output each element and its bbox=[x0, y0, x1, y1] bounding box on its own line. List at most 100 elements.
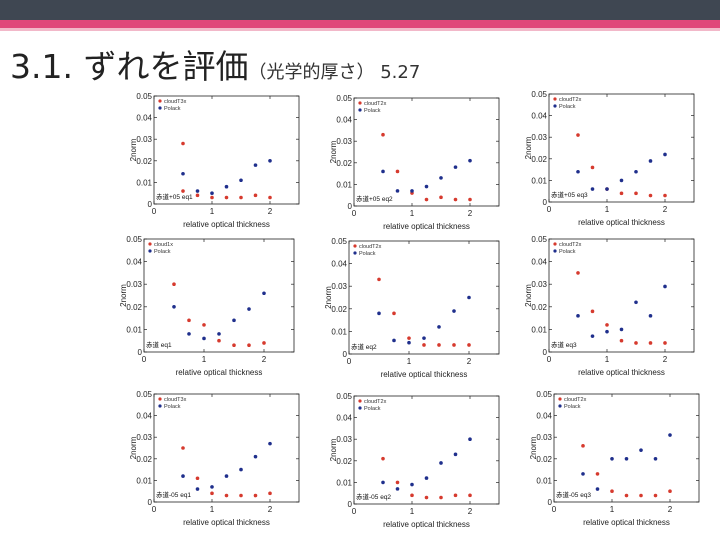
data-point-red bbox=[181, 189, 185, 193]
data-point-blue bbox=[453, 452, 458, 457]
y-tick-label: 0.01 bbox=[126, 325, 142, 334]
y-tick-label: 0.03 bbox=[136, 135, 152, 144]
header-light-band bbox=[0, 28, 720, 31]
data-point-red bbox=[634, 341, 638, 345]
data-point-red bbox=[581, 444, 585, 448]
scatter-plot-svg: 0 0.01 0.02 0.03 0.04 0.05 0 1 2 relative optical… bbox=[129, 390, 300, 527]
y-tick-label: 0.04 bbox=[336, 116, 352, 125]
x-tick-label: 1 bbox=[202, 355, 207, 364]
legend-entry: Polack bbox=[559, 249, 576, 255]
data-point-blue bbox=[217, 332, 221, 336]
chart-panel-4: 0 0.01 0.02 0.03 0.04 0.05 0 1 2 relative optical… bbox=[118, 233, 298, 378]
data-point-blue bbox=[181, 474, 185, 478]
legend-entry: Polack bbox=[164, 404, 181, 410]
scatter-plot-svg: 0 0.01 0.02 0.03 0.04 0.05 0 1 2 relative optical… bbox=[119, 235, 295, 377]
data-point-red bbox=[595, 472, 600, 476]
data-point-red bbox=[262, 341, 266, 345]
data-point-blue bbox=[619, 178, 624, 183]
data-point-blue bbox=[468, 437, 472, 441]
y-tick-label: 0 bbox=[348, 500, 353, 509]
data-point-blue bbox=[202, 336, 206, 341]
plot-frame bbox=[348, 240, 500, 355]
y-tick-label: 0 bbox=[138, 348, 143, 357]
y-tick-label: 0.04 bbox=[136, 412, 152, 421]
data-point-blue bbox=[619, 327, 624, 332]
data-point-blue bbox=[247, 307, 251, 311]
data-point-blue bbox=[668, 433, 672, 437]
y-tick-label: 0.01 bbox=[336, 180, 352, 189]
data-point-blue bbox=[239, 178, 243, 183]
legend-marker bbox=[558, 397, 562, 401]
y-tick-label: 0.05 bbox=[136, 92, 152, 101]
data-point-blue bbox=[634, 300, 638, 305]
y-tick-label: 0 bbox=[348, 202, 353, 211]
legend-entry: cloudT2x bbox=[364, 399, 387, 405]
data-point-blue bbox=[224, 474, 229, 478]
data-point-red bbox=[653, 493, 658, 498]
legend-marker bbox=[358, 406, 362, 410]
y-tick-label: 0.04 bbox=[126, 258, 142, 267]
chart-panel-5: 0 0.01 0.02 0.03 0.04 0.05 0 1 2 relative optical… bbox=[323, 235, 503, 380]
data-point-blue bbox=[381, 169, 385, 174]
data-point-red bbox=[663, 341, 667, 345]
y-tick-label: 0.04 bbox=[336, 414, 352, 423]
panel-label: 赤道-05 eq2 bbox=[356, 492, 391, 501]
data-point-red bbox=[210, 491, 214, 496]
data-point-red bbox=[648, 193, 653, 198]
data-point-blue bbox=[210, 191, 214, 195]
chart-panel-6: 0 0.01 0.02 0.03 0.04 0.05 0 1 2 relative optical… bbox=[523, 233, 698, 378]
x-tick-label: 0 bbox=[347, 357, 352, 366]
data-point-blue bbox=[576, 169, 580, 174]
data-point-red bbox=[453, 197, 458, 202]
x-axis-label: relative optical thickness bbox=[383, 222, 470, 231]
data-point-blue bbox=[468, 158, 472, 163]
legend-marker bbox=[558, 404, 562, 408]
data-point-red bbox=[217, 338, 221, 343]
legend-marker bbox=[358, 399, 362, 403]
y-tick-label: 0.05 bbox=[531, 90, 547, 99]
y-axis-label: 2norm bbox=[129, 138, 138, 161]
y-tick-label: 0.01 bbox=[536, 476, 552, 485]
y-tick-label: 0 bbox=[548, 498, 553, 507]
x-tick-label: 1 bbox=[210, 207, 215, 216]
data-point-blue bbox=[634, 169, 638, 174]
y-tick-label: 0.02 bbox=[531, 303, 547, 312]
y-tick-label: 0.01 bbox=[136, 476, 152, 485]
data-point-red bbox=[610, 489, 614, 493]
plot-frame bbox=[353, 395, 500, 505]
data-point-red bbox=[668, 489, 672, 493]
x-axis-label: relative optical thickness bbox=[578, 218, 665, 227]
data-point-blue bbox=[410, 482, 414, 487]
data-point-blue bbox=[624, 457, 629, 461]
data-point-blue bbox=[648, 314, 653, 318]
y-tick-label: 0.02 bbox=[136, 157, 152, 166]
data-point-red bbox=[195, 476, 200, 481]
data-point-red bbox=[202, 323, 206, 327]
data-point-blue bbox=[410, 189, 414, 193]
x-tick-label: 2 bbox=[663, 355, 668, 364]
data-point-blue bbox=[605, 187, 609, 191]
data-point-blue bbox=[422, 336, 426, 340]
x-tick-label: 2 bbox=[468, 209, 473, 218]
data-point-blue bbox=[253, 163, 258, 167]
data-point-red bbox=[424, 197, 429, 202]
y-tick-label: 0.03 bbox=[331, 282, 347, 291]
x-tick-label: 1 bbox=[610, 505, 615, 514]
data-point-blue bbox=[395, 189, 400, 193]
y-tick-label: 0 bbox=[343, 350, 348, 359]
y-tick-label: 0.03 bbox=[531, 133, 547, 142]
data-point-blue bbox=[590, 334, 595, 338]
data-point-red bbox=[422, 343, 426, 347]
data-point-red bbox=[639, 493, 643, 498]
data-point-red bbox=[663, 193, 667, 198]
data-point-red bbox=[268, 491, 272, 496]
y-axis-label: 2norm bbox=[524, 136, 533, 159]
data-point-red bbox=[424, 495, 429, 500]
x-tick-label: 0 bbox=[352, 507, 357, 516]
x-tick-label: 2 bbox=[668, 505, 673, 514]
x-tick-label: 1 bbox=[210, 505, 215, 514]
legend-marker bbox=[148, 249, 152, 253]
y-tick-label: 0.02 bbox=[531, 155, 547, 164]
y-tick-label: 0.01 bbox=[136, 178, 152, 187]
data-point-red bbox=[195, 193, 200, 198]
